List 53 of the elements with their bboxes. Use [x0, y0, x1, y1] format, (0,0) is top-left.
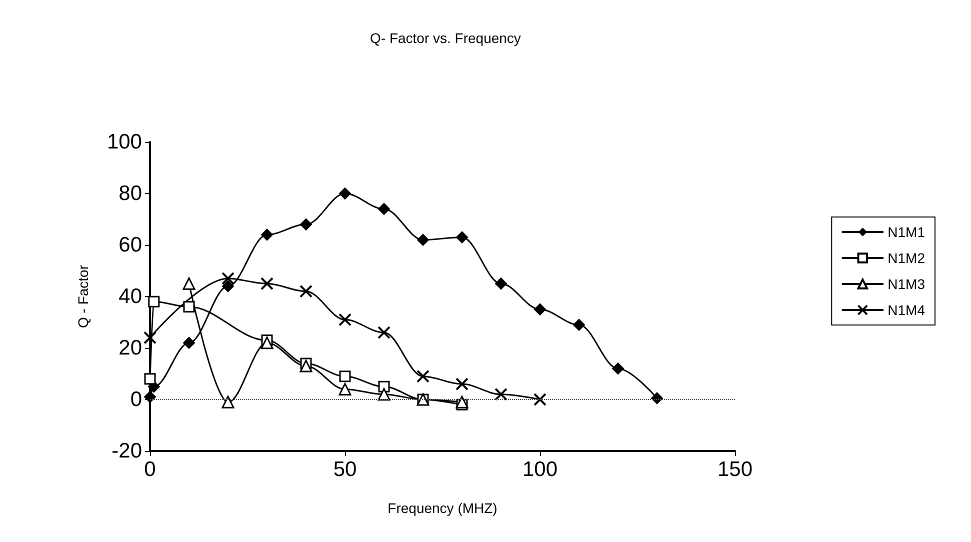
point [144, 373, 156, 385]
point [416, 370, 430, 383]
point [148, 296, 160, 308]
point [182, 277, 196, 290]
legend-label: N1M2 [888, 250, 926, 266]
point [222, 272, 234, 285]
y-tick-label: 60 [118, 234, 142, 256]
y-tick-label: 20 [118, 336, 142, 360]
y-axis-title: Q - Factor [75, 264, 91, 328]
point [378, 380, 390, 392]
point [378, 202, 390, 215]
point [260, 277, 274, 290]
point [456, 231, 468, 244]
x-tick-label: 0 [144, 458, 156, 481]
point [534, 303, 546, 316]
point [494, 388, 508, 401]
chart-title: Q- Factor vs. Frequency [370, 30, 521, 46]
y-tick-label: 40 [118, 285, 142, 308]
point [339, 370, 351, 382]
y-tick-label: 100 [106, 130, 142, 154]
legend-label: N1M1 [888, 224, 926, 240]
point [222, 280, 234, 292]
point [378, 326, 390, 340]
point [338, 313, 352, 326]
legend-label: N1M3 [888, 276, 926, 292]
point [338, 382, 352, 396]
point [300, 360, 312, 372]
point [261, 228, 273, 241]
x-axis-title: Frequency (MHZ) [388, 500, 498, 516]
point [573, 318, 585, 331]
point [222, 396, 234, 408]
x-tick-label: 100 [522, 458, 558, 481]
point [456, 396, 468, 408]
point [378, 388, 390, 401]
point [495, 278, 507, 290]
point [300, 284, 312, 298]
point [144, 390, 156, 403]
point [456, 378, 468, 391]
y-tick-label: 0 [130, 388, 142, 411]
point [612, 362, 624, 375]
y-tick-label: 80 [118, 182, 142, 205]
legend-label: N1M4 [888, 302, 926, 318]
point [183, 336, 195, 349]
x-tick-label: 150 [717, 458, 753, 481]
point [300, 218, 312, 230]
y-tick-label: -20 [112, 440, 142, 462]
point [417, 234, 429, 246]
point [260, 336, 274, 350]
point [534, 393, 546, 406]
point [183, 301, 195, 313]
x-tick-label: 50 [333, 458, 357, 481]
point [339, 188, 351, 200]
point [144, 331, 156, 344]
